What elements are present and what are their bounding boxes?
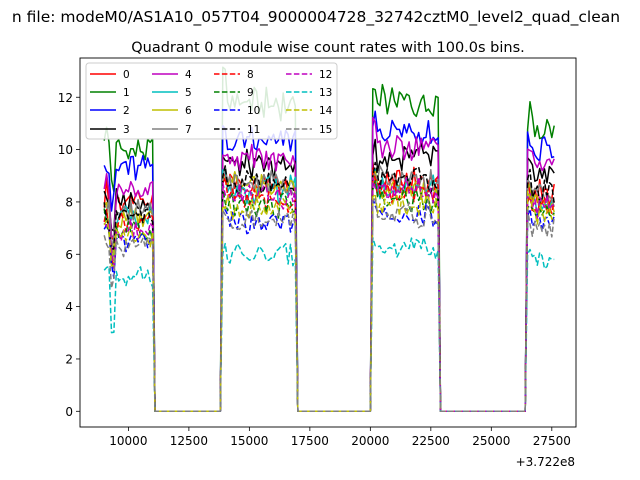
legend-label: 1 — [123, 87, 130, 99]
x-tick-label: 17500 — [291, 434, 329, 448]
series-5-line — [103, 168, 555, 413]
series-layer — [103, 66, 555, 413]
chart-title: Quadrant 0 module wise count rates with … — [131, 40, 525, 56]
y-tick-label: 6 — [65, 248, 73, 262]
series-11-line — [103, 161, 555, 413]
figure-suptitle: n file: modeM0/AS1A10_057T04_9000004728_… — [12, 8, 620, 27]
plot-frame — [79, 57, 577, 428]
y-tick-label: 2 — [65, 352, 73, 366]
series-14-line — [103, 190, 555, 413]
legend-label: 7 — [185, 124, 192, 136]
series-6-line — [103, 170, 555, 413]
legend-box — [85, 62, 338, 140]
series-4-line — [103, 116, 555, 413]
x-tick-label: 20000 — [351, 434, 389, 448]
series-12-line — [103, 176, 555, 413]
legend-label: 4 — [185, 69, 192, 81]
x-tick-label: 25000 — [472, 434, 510, 448]
legend-label: 5 — [185, 87, 192, 99]
legend-label: 2 — [123, 105, 130, 117]
legend-label: 9 — [247, 87, 254, 99]
series-8-line — [103, 167, 555, 413]
x-tick-label: 10000 — [109, 434, 147, 448]
legend-label: 13 — [319, 87, 332, 99]
y-tick-label: 10 — [58, 143, 73, 157]
legend-label: 11 — [247, 124, 260, 136]
legend-label: 0 — [123, 69, 130, 81]
y-axis: 0 2 4 6 8 10 12 — [58, 91, 80, 419]
series-0-line — [103, 160, 555, 413]
legend-label: 15 — [319, 124, 332, 136]
x-offset-text: +3.722e8 — [516, 455, 575, 469]
legend-label: 10 — [247, 105, 260, 117]
x-tick-label: 15000 — [230, 434, 268, 448]
series-2-line — [103, 110, 555, 413]
legend-label: 3 — [123, 124, 130, 136]
x-tick-label: 12500 — [170, 434, 208, 448]
x-axis: 10000 12500 15000 17500 20000 22500 25000 27500 — [109, 427, 571, 448]
x-tick-label: 27500 — [533, 434, 571, 448]
y-tick-label: 8 — [65, 195, 73, 209]
legend-label: 8 — [247, 69, 254, 81]
y-tick-label: 0 — [65, 405, 73, 419]
series-3-line — [103, 138, 555, 413]
x-tick-label: 22500 — [412, 434, 450, 448]
series-13-line — [103, 236, 555, 413]
legend-label: 14 — [319, 105, 333, 117]
legend-label: 12 — [319, 69, 332, 81]
y-tick-label: 4 — [65, 300, 73, 314]
y-tick-label: 12 — [58, 91, 73, 105]
series-7-line — [103, 165, 555, 413]
legend-label: 6 — [185, 105, 192, 117]
series-9-line — [103, 180, 555, 413]
series-10-line — [103, 197, 555, 413]
series-15-line — [103, 196, 555, 413]
